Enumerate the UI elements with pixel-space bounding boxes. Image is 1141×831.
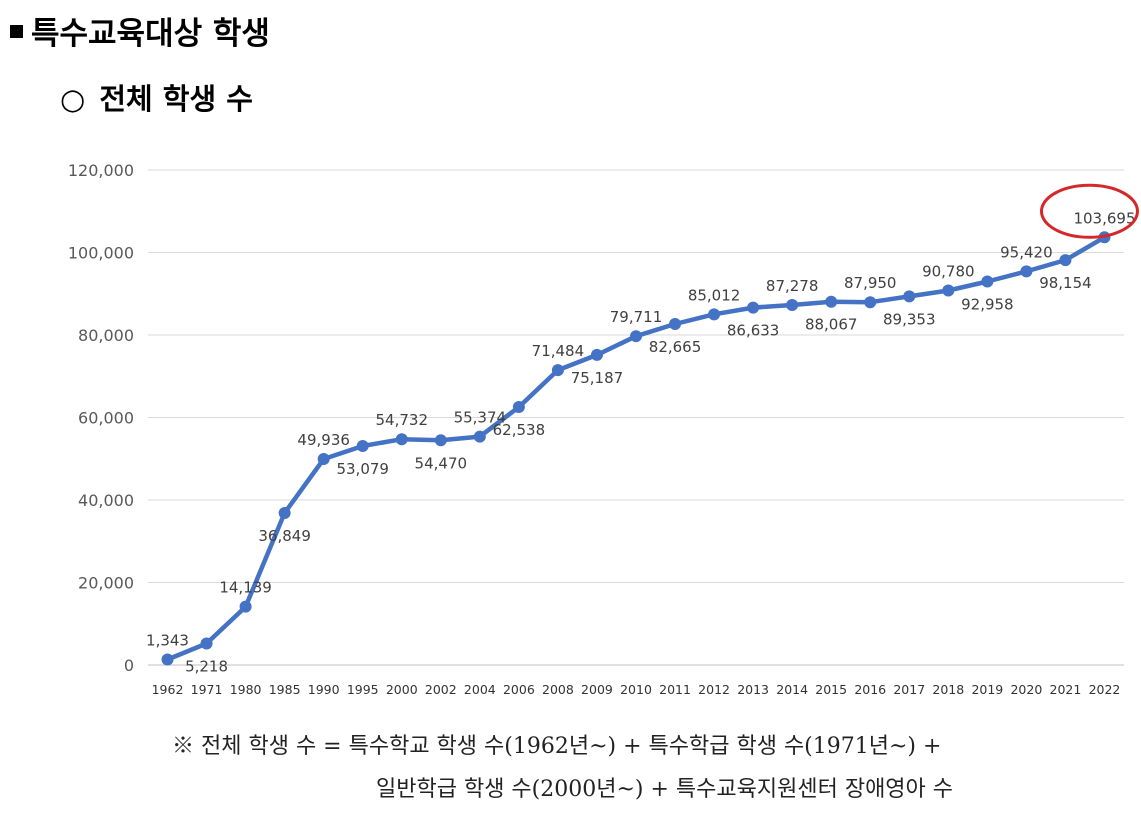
data-point — [903, 290, 916, 303]
data-label: 5,218 — [185, 657, 228, 675]
data-point — [317, 453, 330, 466]
data-label: 92,958 — [961, 296, 1014, 314]
x-tick-label: 2004 — [464, 682, 496, 697]
x-tick-label: 2011 — [659, 682, 691, 697]
x-tick-label: 2018 — [932, 682, 964, 697]
data-point — [786, 298, 799, 311]
x-tick-label: 2009 — [581, 682, 613, 697]
x-tick-label: 2008 — [542, 682, 574, 697]
circle-bullet-icon: ○ — [60, 82, 86, 116]
data-label: 53,079 — [336, 460, 389, 478]
data-label: 54,732 — [376, 411, 429, 429]
x-tick-label: 2006 — [503, 682, 535, 697]
data-point — [239, 600, 252, 613]
chart-subheading-text: 전체 학생 수 — [99, 82, 253, 116]
footnote-line-2: 일반학급 학생 수(2000년~) + 특수교육지원센터 장애영아 수 — [376, 777, 954, 802]
data-point — [434, 434, 447, 447]
chart-highlight — [1039, 183, 1139, 239]
data-label: 89,353 — [883, 310, 936, 328]
x-tick-label: 2021 — [1050, 682, 1082, 697]
data-point — [473, 430, 486, 443]
data-point — [630, 330, 642, 343]
y-tick-label: 20,000 — [78, 574, 134, 593]
y-tick-label: 120,000 — [68, 161, 134, 180]
square-bullet-icon — [10, 25, 23, 38]
y-tick-label: 40,000 — [78, 491, 134, 510]
chart-subheading: ○ 전체 학생 수 — [60, 76, 253, 118]
section-heading: 특수교육대상 학생 — [10, 8, 270, 53]
x-tick-label: 2013 — [737, 682, 769, 697]
data-label: 82,665 — [649, 338, 702, 356]
data-label: 62,538 — [493, 421, 546, 439]
chart-data-labels: 1,343 5,218 14,139 36,849 49,936 53,079 54,732… — [146, 209, 1135, 675]
data-point — [669, 318, 682, 331]
highlight-ellipse — [1039, 183, 1139, 239]
section-heading-text: 특수교육대상 학생 — [31, 16, 270, 52]
data-label: 103,695 — [1073, 209, 1135, 227]
x-tick-label: 2012 — [698, 682, 730, 697]
data-label: 86,633 — [727, 322, 780, 340]
chart-series — [161, 231, 1111, 666]
data-label: 85,012 — [688, 286, 741, 304]
data-label: 88,067 — [805, 316, 858, 334]
data-point — [825, 295, 838, 308]
data-point — [161, 653, 174, 666]
data-point — [278, 506, 291, 519]
data-label: 36,849 — [258, 527, 311, 545]
x-tick-label: 1971 — [191, 682, 223, 697]
x-tick-label: 1985 — [269, 682, 301, 697]
data-point — [551, 364, 564, 377]
data-point — [356, 440, 369, 453]
x-tick-label: 2019 — [971, 682, 1003, 697]
x-tick-label: 1962 — [152, 682, 184, 697]
data-label: 1,343 — [146, 631, 189, 649]
data-point — [395, 433, 408, 446]
data-label: 95,420 — [1000, 243, 1053, 261]
data-point — [864, 296, 877, 309]
data-point — [1059, 254, 1072, 267]
data-label: 49,936 — [297, 431, 350, 449]
y-tick-label: 100,000 — [68, 244, 134, 263]
data-point — [1020, 265, 1033, 278]
y-axis: 0 20,000 40,000 60,000 80,000 100,000 120,000 — [68, 161, 134, 675]
x-tick-label: 2016 — [854, 682, 886, 697]
data-point — [747, 301, 760, 314]
x-tick-label: 2015 — [815, 682, 847, 697]
data-point — [590, 348, 603, 361]
data-point — [512, 401, 525, 414]
x-tick-label: 2014 — [776, 682, 808, 697]
data-label: 14,139 — [219, 579, 272, 597]
data-label: 54,470 — [415, 454, 468, 472]
data-label: 55,374 — [454, 409, 507, 427]
data-point — [200, 637, 213, 650]
footnote-line-1: ※ 전체 학생 수 = 특수학교 학생 수(1962년~) + 특수학급 학생 … — [172, 734, 942, 759]
data-label: 98,154 — [1039, 274, 1092, 292]
x-tick-label: 2010 — [620, 682, 652, 697]
y-tick-label: 0 — [124, 656, 134, 675]
y-tick-label: 60,000 — [78, 409, 134, 428]
data-label: 71,484 — [532, 342, 585, 360]
chart-gridlines — [148, 169, 1124, 666]
x-tick-label: 2017 — [893, 682, 925, 697]
x-axis: 1962 1971 1980 1985 1990 1995 2000 2002 2004 2006… — [152, 682, 1121, 697]
data-point — [708, 308, 721, 321]
x-tick-label: 1995 — [347, 682, 379, 697]
data-label: 79,711 — [610, 308, 663, 326]
x-tick-label: 1980 — [230, 682, 262, 697]
y-tick-label: 80,000 — [78, 326, 134, 345]
x-tick-label: 2002 — [425, 682, 457, 697]
data-point — [981, 275, 994, 288]
x-tick-label: 1990 — [308, 682, 340, 697]
x-tick-label: 2020 — [1010, 682, 1042, 697]
data-label: 90,780 — [922, 263, 975, 281]
data-label: 87,950 — [844, 274, 897, 292]
data-point — [942, 284, 955, 297]
x-tick-label: 2022 — [1089, 682, 1121, 697]
data-label: 75,187 — [571, 369, 624, 387]
x-tick-label: 2000 — [386, 682, 418, 697]
data-label: 87,278 — [766, 277, 819, 295]
